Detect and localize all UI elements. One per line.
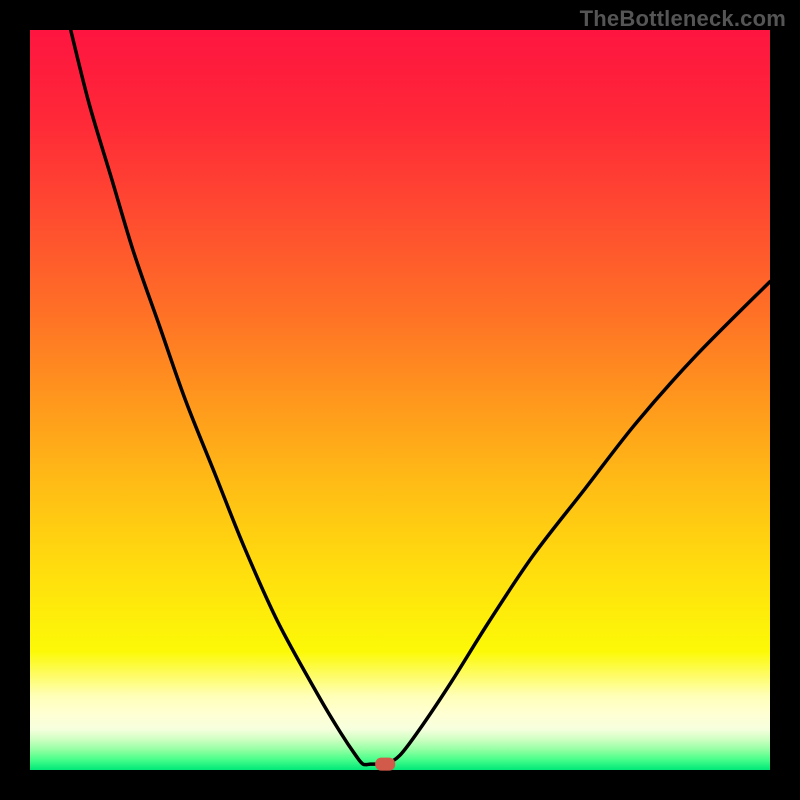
bottleneck-chart [0, 0, 800, 800]
chart-container: TheBottleneck.com [0, 0, 800, 800]
plot-gradient [30, 30, 770, 770]
watermark-text: TheBottleneck.com [580, 6, 786, 32]
vertex-marker [375, 758, 395, 771]
